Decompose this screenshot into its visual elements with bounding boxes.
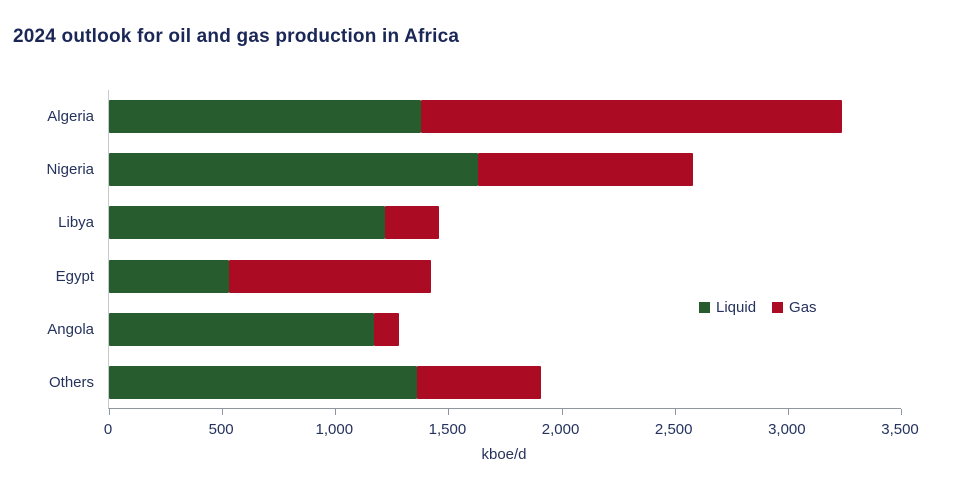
x-tick-label: 3,000	[768, 421, 806, 438]
legend-label-gas: Gas	[789, 299, 817, 316]
x-tick-label: 1,500	[428, 421, 467, 438]
x-axis-tick	[109, 409, 110, 415]
x-axis-tick	[674, 409, 676, 415]
category-label-egypt: Egypt	[55, 267, 94, 285]
category-label-angola: Angola	[47, 320, 94, 338]
x-tick-label: 3,500	[881, 421, 919, 438]
legend-label-liquid: Liquid	[716, 299, 757, 316]
x-axis-tick	[901, 409, 902, 415]
bar-angola-gas	[373, 312, 399, 346]
bar-nigeria-liquid	[109, 153, 478, 187]
x-tick-label: 0	[103, 421, 113, 438]
x-tick-label: 1,000	[315, 421, 354, 438]
x-axis-tick	[448, 409, 450, 415]
legend-item-gas: Gas	[772, 299, 817, 316]
x-axis-tick	[222, 409, 224, 415]
x-axis-tick	[787, 409, 789, 415]
legend-item-liquid: Liquid	[699, 299, 756, 316]
bar-angola-liquid	[109, 312, 374, 346]
legend: Liquid Gas	[699, 299, 817, 316]
x-axis-tick	[561, 409, 563, 415]
category-label-others: Others	[48, 374, 94, 391]
legend-swatch-gas-icon	[772, 302, 784, 313]
bar-libya-gas	[385, 206, 440, 240]
category-label-algeria: Algeria	[47, 108, 94, 125]
category-label-nigeria: Nigeria	[46, 161, 94, 179]
category-label-libya: Libya	[58, 214, 94, 232]
x-tick-label: 2,000	[541, 421, 580, 438]
bar-egypt-liquid	[109, 259, 229, 293]
bar-others-liquid	[109, 366, 417, 399]
bar-egypt-gas	[228, 259, 432, 293]
x-axis-tick	[335, 409, 337, 415]
chart-title: 2024 outlook for oil and gas production …	[13, 26, 460, 47]
legend-swatch-liquid-icon	[699, 302, 710, 313]
x-tick-label: 2,500	[654, 421, 693, 438]
x-tick-label: 500	[208, 421, 234, 438]
bar-others-gas	[416, 366, 542, 399]
bar-nigeria-gas	[477, 153, 693, 187]
bar-libya-liquid	[109, 206, 386, 240]
plot-area	[108, 90, 902, 415]
bar-algeria-liquid	[109, 100, 422, 133]
bar-algeria-gas	[421, 100, 843, 133]
x-axis-title: kboe/d	[481, 446, 527, 463]
